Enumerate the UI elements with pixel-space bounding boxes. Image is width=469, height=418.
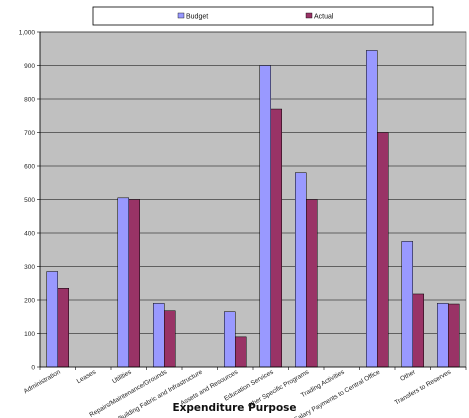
y-tick-label: 400 bbox=[24, 230, 35, 237]
bar-budget bbox=[366, 50, 378, 368]
bar-actual bbox=[235, 336, 247, 368]
x-tick-label: Utilities bbox=[111, 368, 133, 385]
legend-label-actual: Actual bbox=[314, 14, 334, 21]
bar-actual bbox=[128, 199, 140, 368]
x-tick-label: Leases bbox=[76, 368, 98, 385]
bar-budget bbox=[259, 65, 271, 368]
bar-actual bbox=[377, 132, 389, 368]
bar-budget bbox=[46, 271, 58, 368]
legend: Budget Actual bbox=[92, 6, 434, 26]
x-tick-label: Other bbox=[399, 368, 417, 383]
y-tick-label: 100 bbox=[24, 331, 35, 338]
bar-actual bbox=[270, 108, 282, 368]
x-tick-label: Administration bbox=[23, 368, 62, 395]
y-tick-label: 500 bbox=[24, 197, 35, 204]
y-tick-label: 0 bbox=[31, 364, 35, 371]
bar-actual bbox=[412, 293, 424, 368]
y-tick-label: 900 bbox=[24, 63, 35, 70]
y-axis: 0 100 200 300 400 500 600 700 800 900 1,000 bbox=[19, 29, 41, 371]
legend-box bbox=[92, 6, 434, 26]
bar-actual bbox=[448, 303, 460, 368]
x-axis-title: Expenditure Purpose bbox=[172, 402, 296, 414]
gridlines bbox=[40, 31, 466, 334]
bar-budget bbox=[117, 197, 129, 368]
y-tick-label: 200 bbox=[24, 297, 35, 304]
legend-swatch-actual bbox=[305, 12, 313, 19]
bar-actual bbox=[57, 288, 69, 368]
bar-budget bbox=[401, 241, 413, 368]
bar-budget bbox=[153, 303, 165, 368]
legend-label-budget: Budget bbox=[186, 14, 208, 21]
legend-swatch-budget bbox=[177, 12, 185, 19]
y-tick-label: 300 bbox=[24, 264, 35, 271]
y-tick-label: 1,000 bbox=[19, 29, 36, 36]
y-tick-label: 700 bbox=[24, 130, 35, 137]
bar-budget bbox=[295, 172, 307, 368]
y-tick-label: 600 bbox=[24, 163, 35, 170]
bar-actual bbox=[306, 199, 318, 368]
y-tick-label: 800 bbox=[24, 96, 35, 103]
bar-budget bbox=[224, 311, 236, 368]
bars bbox=[46, 50, 460, 368]
bar-actual bbox=[164, 310, 176, 368]
bar-budget bbox=[437, 303, 449, 368]
